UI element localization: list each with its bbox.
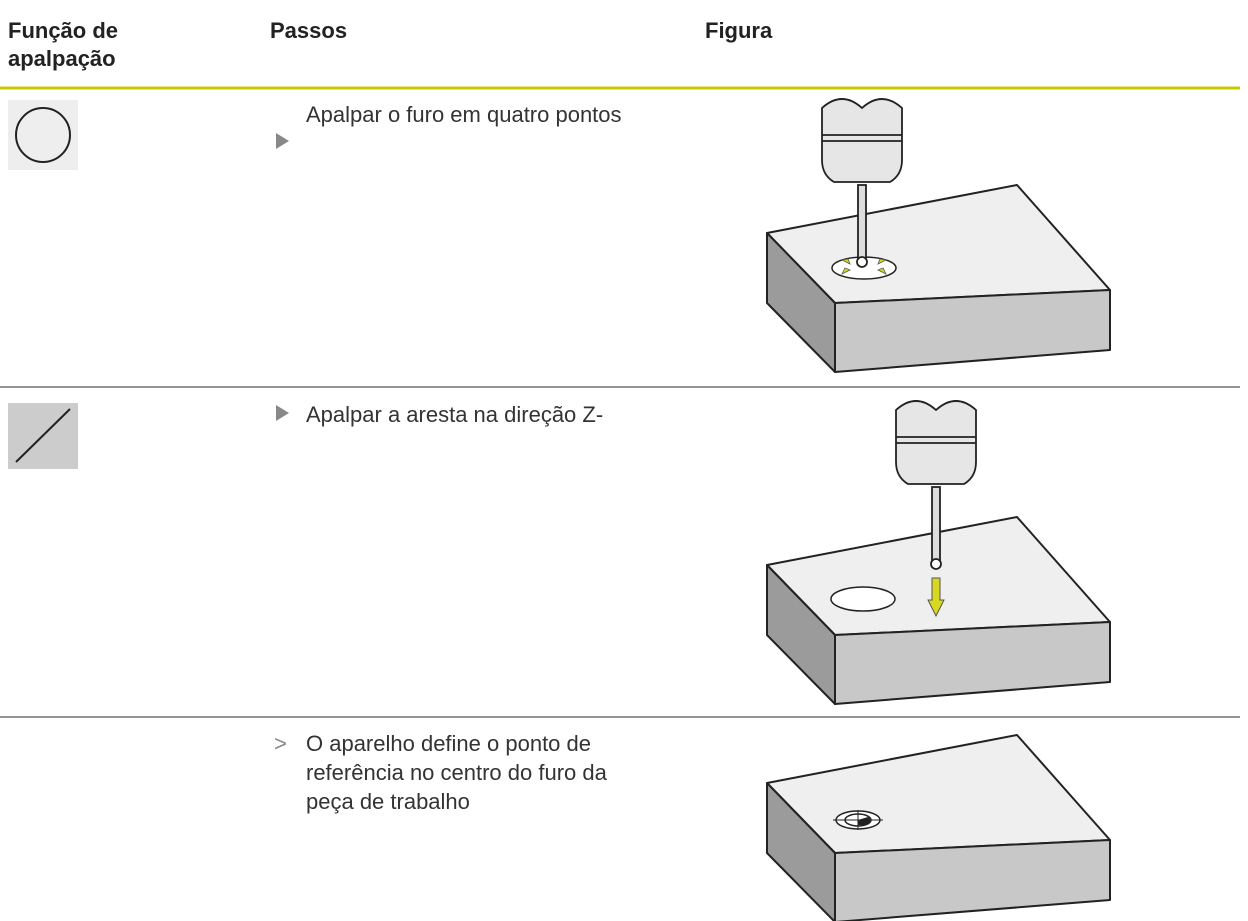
header-cell: Passos <box>270 18 348 43</box>
result-marker: > <box>274 731 287 756</box>
step-text: Apalpar a aresta na direção Z- <box>306 402 604 427</box>
step-text: Apalpar o furo em quatro pontos <box>306 102 622 127</box>
header-cell: Função de apalpação <box>8 18 119 71</box>
header-cell: Figura <box>705 18 773 43</box>
step-text: O aparelho define o ponto de referência … <box>306 731 607 814</box>
